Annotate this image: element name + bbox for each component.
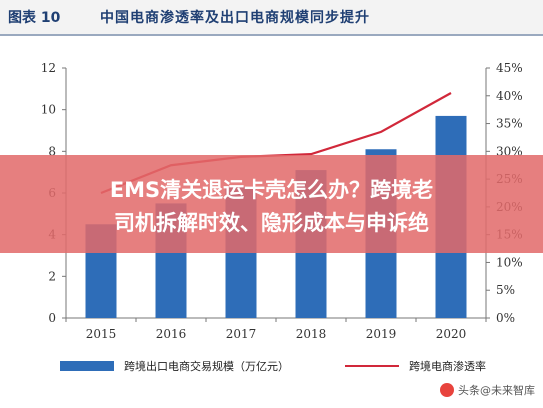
header-divider (0, 34, 543, 36)
legend-line-label: 跨境电商渗透率 (409, 360, 486, 373)
watermark-text: 头条@未来智库 (458, 384, 535, 397)
legend-bar-swatch (60, 361, 114, 371)
figure-header: 图表 10 中国电商渗透率及出口电商规模同步提升 (0, 0, 543, 34)
legend-bar-label: 跨境出口电商交易规模（万亿元） (124, 360, 289, 373)
x-tick-label: 2018 (296, 327, 327, 341)
banner-line-2: 司机拆解时效、隐形成本与申诉绝 (114, 211, 429, 235)
y2-tick-label: 45% (496, 61, 523, 75)
y2-tick-label: 0% (496, 311, 515, 325)
x-tick-label: 2019 (366, 327, 397, 341)
x-tick-label: 2015 (86, 327, 117, 341)
y2-tick-label: 35% (496, 117, 523, 131)
y2-tick-label: 40% (496, 89, 523, 103)
overlay-banner: EMS清关退运卡壳怎么办？跨境老 司机拆解时效、隐形成本与申诉绝 (0, 155, 543, 253)
x-tick-label: 2016 (156, 327, 187, 341)
legend-item-bar: 跨境出口电商交易规模（万亿元） (60, 358, 289, 374)
figure-number: 图表 10 (8, 10, 61, 26)
x-tick-label: 2020 (436, 327, 467, 341)
banner-line-1: EMS清关退运卡壳怎么办？跨境老 (109, 178, 434, 202)
y-tick-label: 0 (48, 311, 56, 325)
chart-legend: 跨境出口电商交易规模（万亿元） 跨境电商渗透率 (60, 358, 500, 378)
y-tick-label: 8 (48, 144, 56, 158)
legend-line-swatch (345, 365, 399, 367)
y-tick-label: 10 (41, 103, 56, 117)
x-tick-label: 2017 (226, 327, 257, 341)
legend-item-line: 跨境电商渗透率 (345, 358, 486, 374)
y-tick-label: 2 (48, 269, 56, 283)
watermark-logo-icon (440, 383, 454, 397)
figure-title: 中国电商渗透率及出口电商规模同步提升 (100, 10, 370, 26)
y2-tick-label: 5% (496, 283, 515, 297)
y2-tick-label: 30% (496, 144, 523, 158)
y2-tick-label: 10% (496, 255, 523, 269)
watermark: 头条@未来智库 (440, 382, 535, 398)
y-tick-label: 12 (41, 61, 56, 75)
